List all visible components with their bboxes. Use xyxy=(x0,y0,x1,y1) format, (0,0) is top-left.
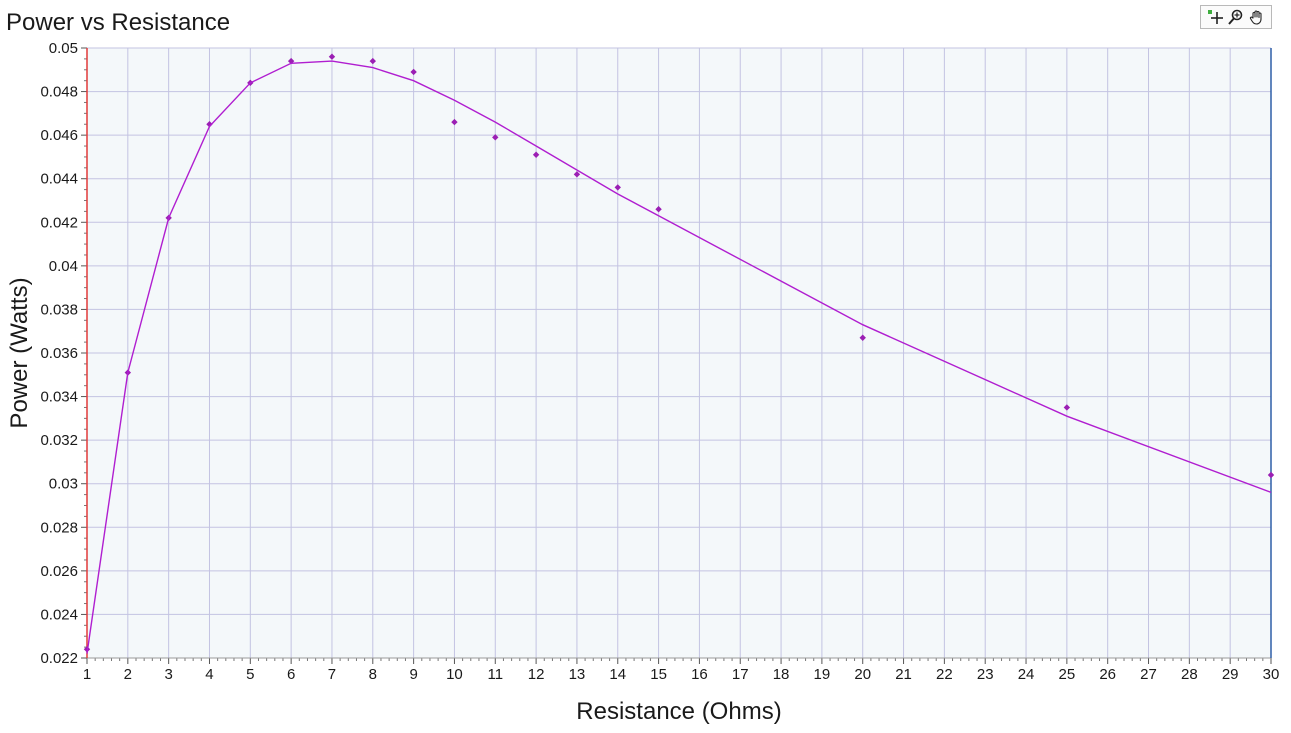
y-tick-label: 0.046 xyxy=(40,127,78,144)
x-tick-label: 1 xyxy=(83,666,91,683)
data-point xyxy=(859,334,866,341)
fit-curve-line xyxy=(86,60,1272,654)
y-tick-label: 0.048 xyxy=(40,84,78,101)
x-tick-label: 23 xyxy=(977,666,994,683)
x-tick-label: 8 xyxy=(369,666,377,683)
data-point xyxy=(369,57,376,65)
data-point xyxy=(573,171,581,178)
y-tick-label: 0.03 xyxy=(49,476,78,493)
y-tick-label: 0.024 xyxy=(40,606,78,623)
axis-labels: 1 2 3 4 5 6 7 8 9 10 11 12 13 14 15 16 17 18 19 20 21 22 23 24 2… xyxy=(6,40,1279,725)
x-tick-label: 21 xyxy=(895,666,912,683)
data-point xyxy=(492,134,499,141)
y-tick-label: 0.036 xyxy=(40,345,78,362)
data-point xyxy=(1267,471,1275,479)
x-tick-label: 26 xyxy=(1099,666,1116,683)
x-tick-label: 24 xyxy=(1018,666,1035,683)
y-tick-label: 0.038 xyxy=(40,301,78,318)
y-tick-label: 0.044 xyxy=(40,171,78,188)
data-point xyxy=(614,184,621,191)
x-tick-label: 3 xyxy=(164,666,172,683)
graph-toolbar xyxy=(1200,5,1272,29)
x-tick-label: 29 xyxy=(1222,666,1239,683)
data-point xyxy=(410,68,417,76)
data-point xyxy=(328,53,336,60)
x-tick-label: 18 xyxy=(773,666,790,683)
y-tick-label: 0.026 xyxy=(40,563,78,580)
chart-title: Power vs Resistance xyxy=(6,9,231,36)
x-tick-label: 30 xyxy=(1263,666,1280,683)
x-tick-label: 11 xyxy=(487,666,503,683)
x-tick-label: 15 xyxy=(650,666,667,683)
y-tick-label: 0.04 xyxy=(49,258,78,275)
data-point xyxy=(206,121,213,128)
data-point xyxy=(655,206,662,213)
x-tick-label: 2 xyxy=(124,666,132,683)
data-point xyxy=(532,151,540,158)
data-point xyxy=(451,118,458,126)
data-series xyxy=(83,53,1275,654)
pan-cursor-icon[interactable] xyxy=(1205,7,1225,27)
x-tick-label: 4 xyxy=(205,666,213,683)
x-tick-label: 16 xyxy=(691,666,708,683)
zoom-icon[interactable] xyxy=(1226,7,1246,27)
x-tick-label: 5 xyxy=(246,666,254,683)
data-point xyxy=(1063,404,1071,411)
x-tick-label: 17 xyxy=(732,666,749,683)
x-tick-label: 6 xyxy=(287,666,295,683)
x-tick-label: 12 xyxy=(528,666,545,683)
x-tick-label: 9 xyxy=(409,666,417,683)
x-tick-label: 19 xyxy=(814,666,831,683)
x-tick-label: 27 xyxy=(1140,666,1157,683)
x-tick-label: 20 xyxy=(854,666,871,683)
x-tick-label: 7 xyxy=(328,666,336,683)
y-tick-label: 0.028 xyxy=(40,519,78,536)
y-tick-label: 0.022 xyxy=(40,650,78,667)
y-tick-label: 0.032 xyxy=(40,432,78,449)
y-tick-label: 0.034 xyxy=(40,389,78,406)
y-tick-label: 0.042 xyxy=(40,214,78,231)
axes xyxy=(81,47,1272,664)
x-tick-label: 13 xyxy=(569,666,586,683)
x-tick-label: 28 xyxy=(1181,666,1198,683)
x-tick-label: 14 xyxy=(609,666,626,683)
x-axis-title: Resistance (Ohms) xyxy=(576,698,781,725)
y-tick-label: 0.05 xyxy=(49,40,78,57)
y-axis-title: Power (Watts) xyxy=(6,277,33,428)
grid-lines xyxy=(87,47,1271,658)
hand-icon[interactable] xyxy=(1247,7,1267,27)
x-tick-label: 22 xyxy=(936,666,953,683)
x-tick-label: 10 xyxy=(446,666,463,683)
x-tick-label: 25 xyxy=(1059,666,1076,683)
